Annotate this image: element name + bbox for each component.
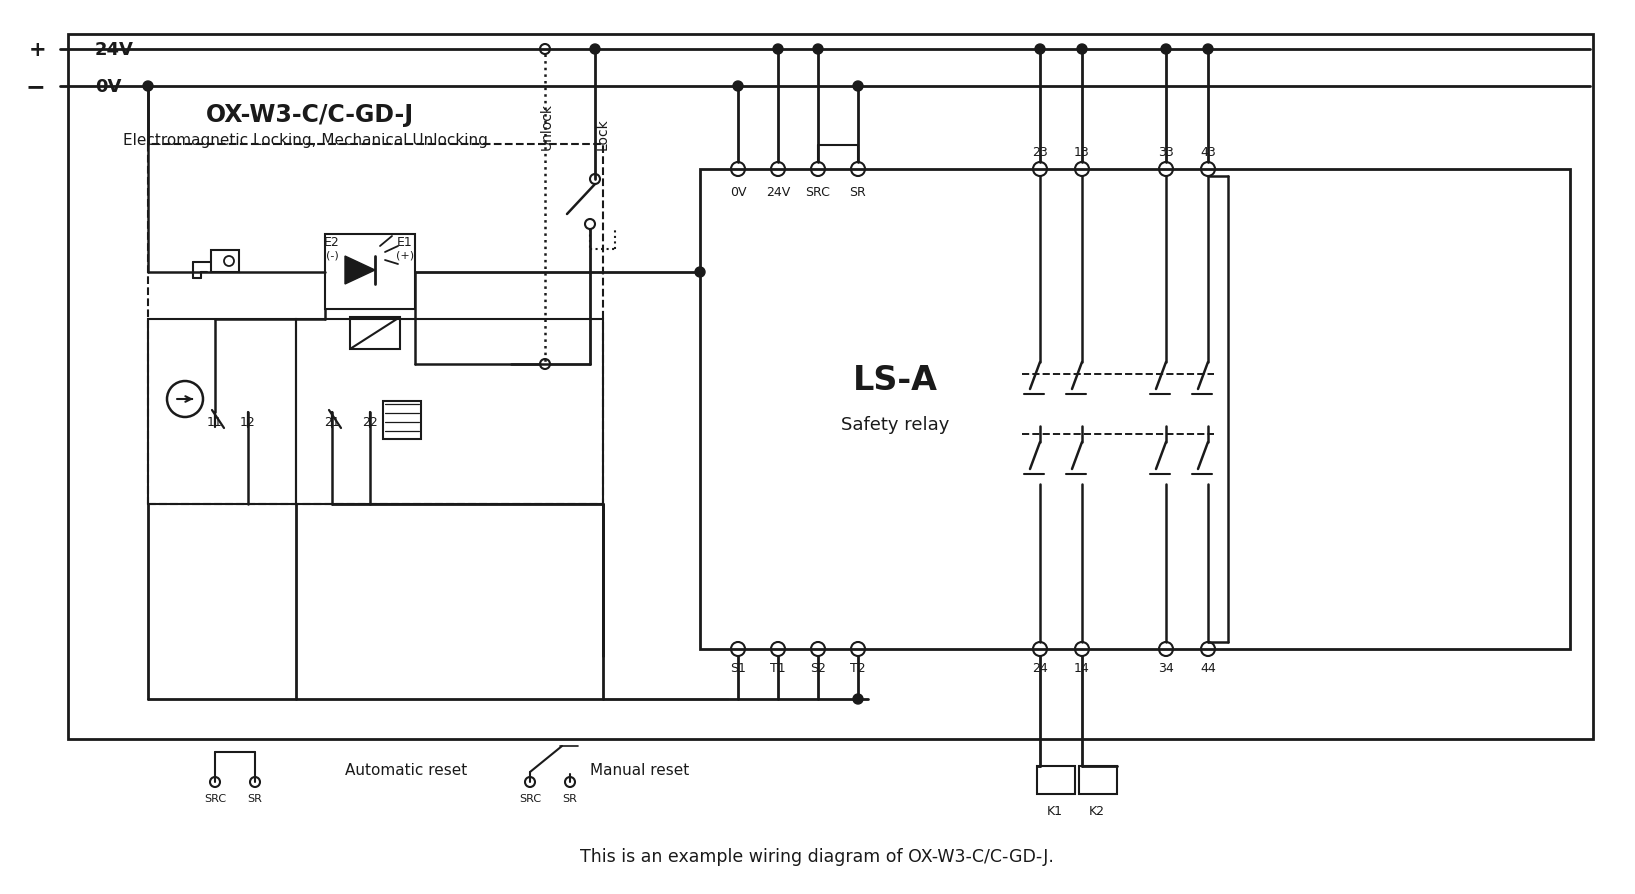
Bar <box>149 320 296 504</box>
Text: 14: 14 <box>1074 661 1091 674</box>
Text: SR: SR <box>247 793 263 803</box>
Bar <box>700 170 1570 649</box>
Circle shape <box>142 82 154 92</box>
Bar <box>296 320 603 504</box>
Text: T2: T2 <box>850 661 867 674</box>
Text: (-): (-) <box>325 249 338 260</box>
Bar <box>211 250 239 273</box>
Text: 21: 21 <box>324 415 340 428</box>
Circle shape <box>732 82 742 92</box>
Text: SR: SR <box>850 185 867 198</box>
Text: −: − <box>25 75 44 99</box>
Text: SRC: SRC <box>204 793 226 803</box>
Bar <box>383 401 420 440</box>
Text: E1: E1 <box>397 236 414 249</box>
Text: LS-A: LS-A <box>852 363 937 396</box>
Text: K2: K2 <box>1089 805 1105 818</box>
Text: 44: 44 <box>1200 661 1216 674</box>
Text: SRC: SRC <box>518 793 541 803</box>
Text: (+): (+) <box>396 249 414 260</box>
Bar <box>350 317 401 350</box>
Text: 23: 23 <box>1032 146 1048 158</box>
Circle shape <box>773 45 783 55</box>
Circle shape <box>813 45 822 55</box>
Bar <box>1037 766 1074 794</box>
Text: Lock: Lock <box>597 118 610 150</box>
Text: OX-W3-C/C-GD-J: OX-W3-C/C-GD-J <box>206 103 414 127</box>
Text: 12: 12 <box>240 415 255 428</box>
Text: 34: 34 <box>1158 661 1174 674</box>
Text: +: + <box>29 40 47 60</box>
Polygon shape <box>345 257 374 284</box>
Text: 43: 43 <box>1200 146 1216 158</box>
Circle shape <box>1161 45 1171 55</box>
Bar <box>69 35 1592 739</box>
Text: 24V: 24V <box>765 185 790 198</box>
Bar <box>325 235 415 309</box>
Text: Unlock: Unlock <box>540 103 554 150</box>
Text: 11: 11 <box>208 415 222 428</box>
Text: 0V: 0V <box>95 78 121 96</box>
Circle shape <box>853 82 863 92</box>
Text: 13: 13 <box>1074 146 1091 158</box>
Text: T1: T1 <box>770 661 786 674</box>
Bar <box>1079 766 1117 794</box>
Circle shape <box>695 267 705 278</box>
Circle shape <box>590 45 600 55</box>
Circle shape <box>1203 45 1213 55</box>
Text: S2: S2 <box>809 661 826 674</box>
Text: Safety relay: Safety relay <box>840 416 950 434</box>
Text: Electromagnetic Locking, Mechanical Unlocking: Electromagnetic Locking, Mechanical Unlo… <box>123 132 487 148</box>
Text: K1: K1 <box>1046 805 1063 818</box>
Text: 24: 24 <box>1032 661 1048 674</box>
Text: SRC: SRC <box>806 185 831 198</box>
Text: Manual reset: Manual reset <box>590 763 690 778</box>
Circle shape <box>1035 45 1045 55</box>
Text: S1: S1 <box>731 661 746 674</box>
Text: 24V: 24V <box>95 41 134 59</box>
Text: This is an example wiring diagram of OX-W3-C/C-GD-J.: This is an example wiring diagram of OX-… <box>580 847 1055 865</box>
Text: SR: SR <box>562 793 577 803</box>
Text: 22: 22 <box>361 415 378 428</box>
Bar <box>149 145 603 504</box>
Text: Automatic reset: Automatic reset <box>345 763 468 778</box>
Circle shape <box>853 695 863 704</box>
Text: 33: 33 <box>1158 146 1174 158</box>
Text: 0V: 0V <box>729 185 746 198</box>
Circle shape <box>1077 45 1087 55</box>
Text: E2: E2 <box>324 236 340 249</box>
